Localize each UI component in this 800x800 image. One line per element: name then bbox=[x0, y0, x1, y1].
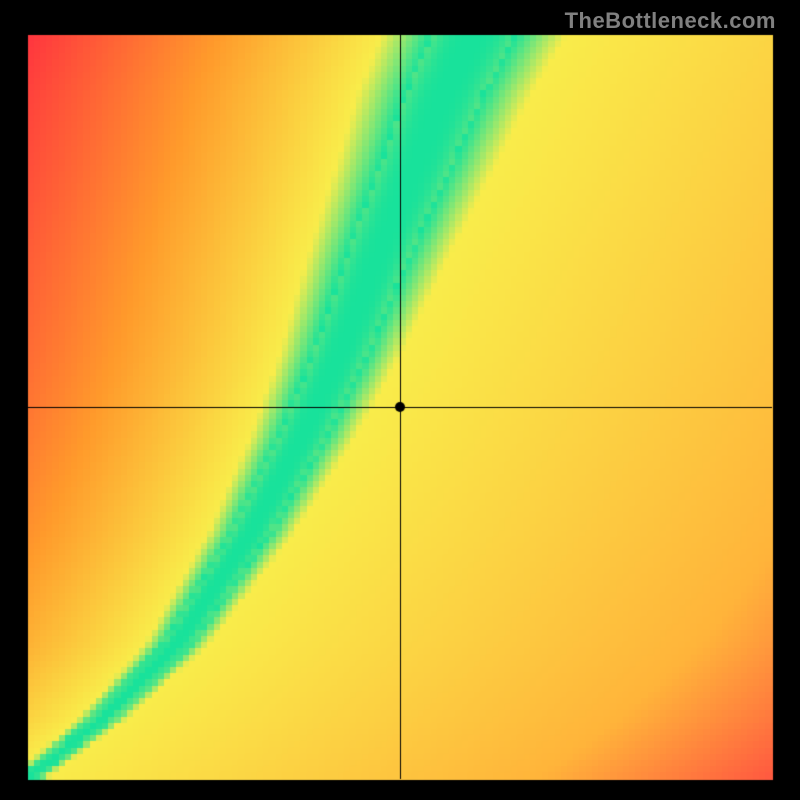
heatmap-canvas bbox=[0, 0, 800, 800]
watermark-text: TheBottleneck.com bbox=[565, 8, 776, 34]
chart-container: TheBottleneck.com bbox=[0, 0, 800, 800]
